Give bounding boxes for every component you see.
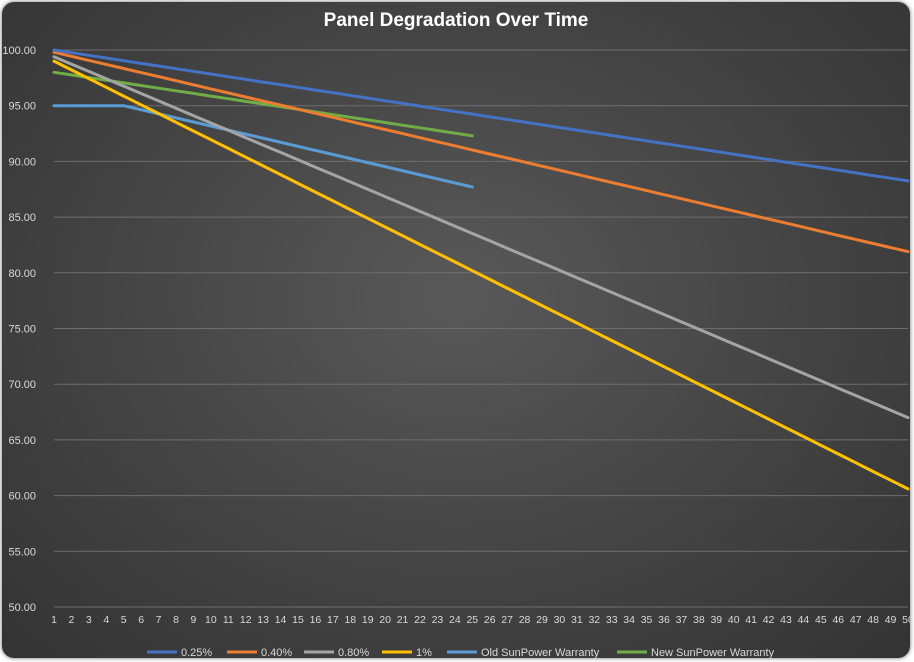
x-tick-label: 23 bbox=[432, 614, 444, 626]
x-tick-label: 22 bbox=[414, 614, 426, 626]
y-tick-label: 100.00 bbox=[2, 45, 36, 57]
y-tick-label: 75.00 bbox=[8, 324, 36, 336]
x-tick-label: 41 bbox=[745, 614, 757, 626]
x-tick-label: 43 bbox=[780, 614, 792, 626]
x-tick-label: 25 bbox=[466, 614, 478, 626]
x-tick-label: 9 bbox=[191, 614, 197, 626]
x-tick-label: 40 bbox=[728, 614, 740, 626]
x-tick-label: 19 bbox=[362, 614, 374, 626]
x-tick-label: 47 bbox=[850, 614, 862, 626]
x-axis-ticks: 1 2 3 4 5 6 7 8 9 10 11 12 13 14 15 16 17 18 19 20 21 22 23 24 2… bbox=[51, 614, 910, 626]
y-axis-ticks: 50.00 55.00 60.00 65.00 70.00 75.00 80.00 85.00… bbox=[2, 45, 36, 614]
x-tick-label: 38 bbox=[693, 614, 705, 626]
x-tick-label: 28 bbox=[519, 614, 531, 626]
y-tick-label: 60.00 bbox=[8, 491, 36, 503]
y-tick-label: 95.00 bbox=[8, 101, 36, 113]
x-tick-label: 17 bbox=[327, 614, 339, 626]
x-tick-label: 7 bbox=[156, 614, 162, 626]
x-tick-label: 27 bbox=[501, 614, 513, 626]
x-tick-label: 30 bbox=[554, 614, 566, 626]
y-tick-label: 65.00 bbox=[8, 435, 36, 447]
x-tick-label: 20 bbox=[379, 614, 391, 626]
x-tick-label: 15 bbox=[292, 614, 304, 626]
legend: 0.25% 0.40% 0.80% 1% Old SunPower Warranty Ne… bbox=[147, 647, 775, 658]
x-tick-label: 8 bbox=[173, 614, 179, 626]
y-tick-label: 90.00 bbox=[8, 156, 36, 168]
x-tick-label: 13 bbox=[257, 614, 269, 626]
x-tick-label: 44 bbox=[798, 614, 810, 626]
x-tick-label: 31 bbox=[571, 614, 583, 626]
x-tick-label: 48 bbox=[867, 614, 879, 626]
gridlines bbox=[54, 49, 908, 608]
x-tick-label: 21 bbox=[397, 614, 409, 626]
x-tick-label: 35 bbox=[641, 614, 653, 626]
x-tick-label: 5 bbox=[121, 614, 127, 626]
x-tick-label: 50 bbox=[902, 614, 910, 626]
series-line bbox=[52, 55, 910, 420]
x-tick-label: 2 bbox=[69, 614, 75, 626]
x-tick-label: 42 bbox=[763, 614, 775, 626]
x-tick-label: 46 bbox=[832, 614, 844, 626]
series-line bbox=[52, 70, 474, 138]
x-tick-label: 10 bbox=[205, 614, 217, 626]
x-tick-label: 24 bbox=[449, 614, 461, 626]
legend-label: 1% bbox=[416, 647, 432, 658]
legend-label: 0.40% bbox=[261, 647, 292, 658]
series-line bbox=[52, 104, 474, 189]
x-tick-label: 3 bbox=[86, 614, 92, 626]
x-tick-label: 6 bbox=[138, 614, 144, 626]
series-line bbox=[52, 48, 910, 183]
x-tick-label: 14 bbox=[275, 614, 287, 626]
chart-title: Panel Degradation Over Time bbox=[324, 10, 589, 31]
x-tick-label: 12 bbox=[240, 614, 252, 626]
x-tick-label: 37 bbox=[676, 614, 688, 626]
x-tick-label: 36 bbox=[658, 614, 670, 626]
y-tick-label: 85.00 bbox=[8, 212, 36, 224]
x-tick-label: 18 bbox=[344, 614, 356, 626]
x-tick-label: 1 bbox=[51, 614, 57, 626]
series-line bbox=[52, 50, 910, 254]
series-lines bbox=[52, 48, 910, 491]
x-tick-label: 32 bbox=[588, 614, 600, 626]
x-tick-label: 49 bbox=[885, 614, 897, 626]
legend-label: Old SunPower Warranty bbox=[481, 647, 600, 658]
legend-label: 0.25% bbox=[181, 647, 212, 658]
y-tick-label: 50.00 bbox=[8, 602, 36, 614]
legend-label: 0.80% bbox=[338, 647, 369, 658]
series-line bbox=[52, 59, 910, 491]
y-tick-label: 80.00 bbox=[8, 268, 36, 280]
x-tick-label: 11 bbox=[223, 614, 234, 626]
x-tick-label: 4 bbox=[103, 614, 109, 626]
x-tick-label: 16 bbox=[310, 614, 322, 626]
legend-label: New SunPower Warranty bbox=[651, 647, 775, 658]
x-tick-label: 26 bbox=[484, 614, 496, 626]
x-tick-label: 39 bbox=[710, 614, 722, 626]
y-tick-label: 70.00 bbox=[8, 379, 36, 391]
x-tick-label: 29 bbox=[536, 614, 548, 626]
x-tick-label: 45 bbox=[815, 614, 827, 626]
y-tick-label: 55.00 bbox=[8, 546, 36, 558]
x-tick-label: 33 bbox=[606, 614, 618, 626]
x-tick-label: 34 bbox=[623, 614, 635, 626]
